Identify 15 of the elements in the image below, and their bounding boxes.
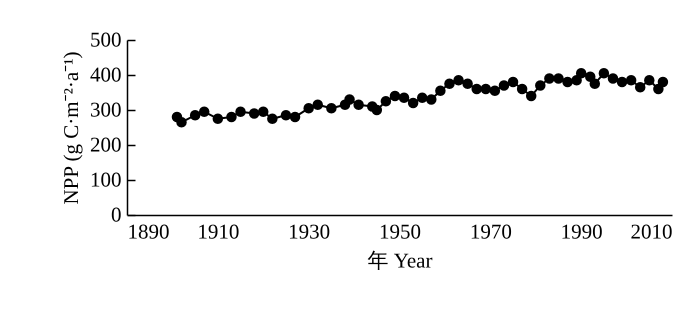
y-tick-label: 0 — [111, 202, 122, 226]
x-tick-label: 1990 — [560, 220, 603, 244]
x-tick-label: 2010 — [630, 220, 672, 244]
x-axis-title: 年 Year — [368, 248, 432, 272]
y-tick-label: 500 — [90, 28, 122, 52]
x-tick-label: 1910 — [197, 220, 240, 244]
x-tick-label: 1950 — [379, 220, 421, 244]
x-tick-label: 1970 — [470, 220, 512, 244]
x-tick-label: 1930 — [288, 220, 330, 244]
y-tick-label: 400 — [90, 62, 122, 86]
y-tick-label: 200 — [90, 132, 122, 156]
y-axis-title: NPP (g C·m⁻²·a⁻¹) — [59, 52, 83, 204]
x-tick-label: 1890 — [128, 220, 170, 244]
y-tick-label: 300 — [90, 98, 122, 122]
y-tick-label: 100 — [90, 168, 122, 192]
